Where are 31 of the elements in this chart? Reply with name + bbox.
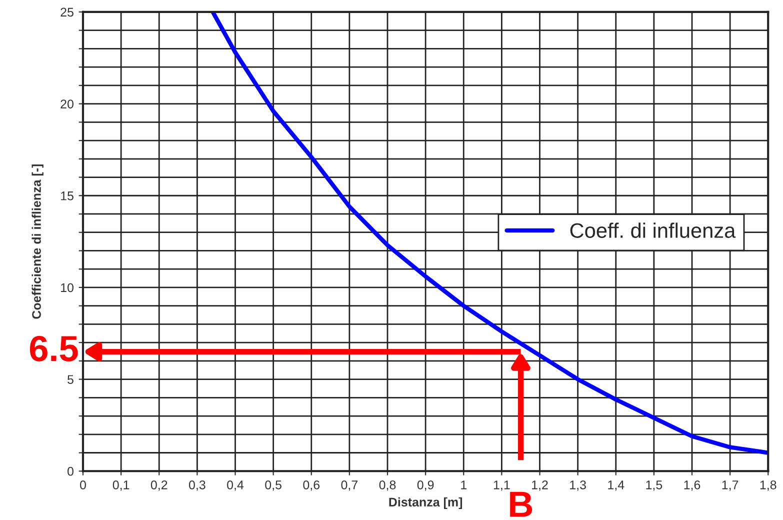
x-tick-label: 0,9: [417, 480, 434, 491]
ref-line-label: B: [510, 492, 532, 517]
x-tick-label: 0,2: [150, 480, 168, 491]
y-tick-label: 15: [61, 192, 74, 200]
x-tick-label: 1,5: [646, 480, 662, 491]
x-tick-label: 1,3: [570, 480, 586, 491]
x-tick-label: 0,3: [188, 480, 206, 491]
x-tick-label: 1,8: [760, 480, 776, 491]
y-tick-label: 20: [60, 100, 74, 108]
x-tick-label: 1,4: [608, 480, 624, 491]
x-tick-label: 0: [80, 480, 86, 490]
x-tick-label: 0,5: [265, 480, 282, 491]
y-tick-label: 25: [60, 8, 74, 17]
x-tick-label: 1: [461, 480, 466, 490]
y-tick-label: 0: [68, 466, 74, 476]
x-axis-title: Distanza [m]: [389, 497, 462, 510]
x-tick-label: 0,7: [341, 480, 358, 491]
y-tick-label: 10: [61, 283, 74, 292]
y-axis-title: Coefficiente di inflienza [-]: [32, 164, 44, 319]
x-tick-label: 0,4: [227, 480, 244, 491]
x-tick-label: 1,1: [494, 480, 510, 491]
y-tick-label: 5: [68, 375, 74, 384]
line-series: [210, 12, 768, 455]
x-tick-label: 0,1: [112, 480, 130, 491]
x-tick-label: 1,7: [722, 480, 738, 491]
x-tick-label: 1,6: [684, 480, 700, 491]
ref-line-label: 6.5: [30, 336, 78, 362]
legend-label: Coeff. di influenza: [570, 222, 736, 238]
x-tick-label: 0,8: [379, 480, 396, 491]
x-tick-label: 0,6: [303, 480, 320, 491]
x-tick-label: 1,2: [532, 480, 548, 491]
